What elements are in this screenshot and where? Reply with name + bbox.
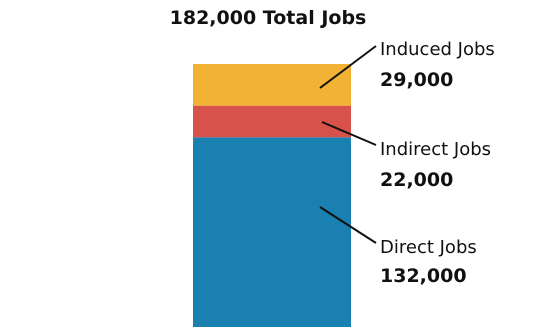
segment-label-induced-jobs: Induced Jobs xyxy=(380,39,495,60)
chart-title: 182,000 Total Jobs xyxy=(170,7,367,29)
leader-line-direct-jobs xyxy=(319,206,377,244)
leader-line-induced-jobs xyxy=(319,45,377,89)
segment-label-direct-jobs: Direct Jobs xyxy=(380,237,477,258)
label-layer: Direct Jobs 132,000 Indirect Jobs 22,000 Ind… xyxy=(319,39,495,287)
segment-value-induced-jobs: 29,000 xyxy=(380,69,453,91)
bar-segment-indirect-jobs xyxy=(193,105,351,138)
segment-value-indirect-jobs: 22,000 xyxy=(380,169,453,191)
segment-value-direct-jobs: 132,000 xyxy=(380,265,467,287)
bar-layer xyxy=(193,64,351,327)
leader-line-indirect-jobs xyxy=(321,121,377,146)
bar-segment-direct-jobs xyxy=(193,137,351,327)
bar-segment-induced-jobs xyxy=(193,64,351,106)
segment-label-indirect-jobs: Indirect Jobs xyxy=(380,139,491,160)
